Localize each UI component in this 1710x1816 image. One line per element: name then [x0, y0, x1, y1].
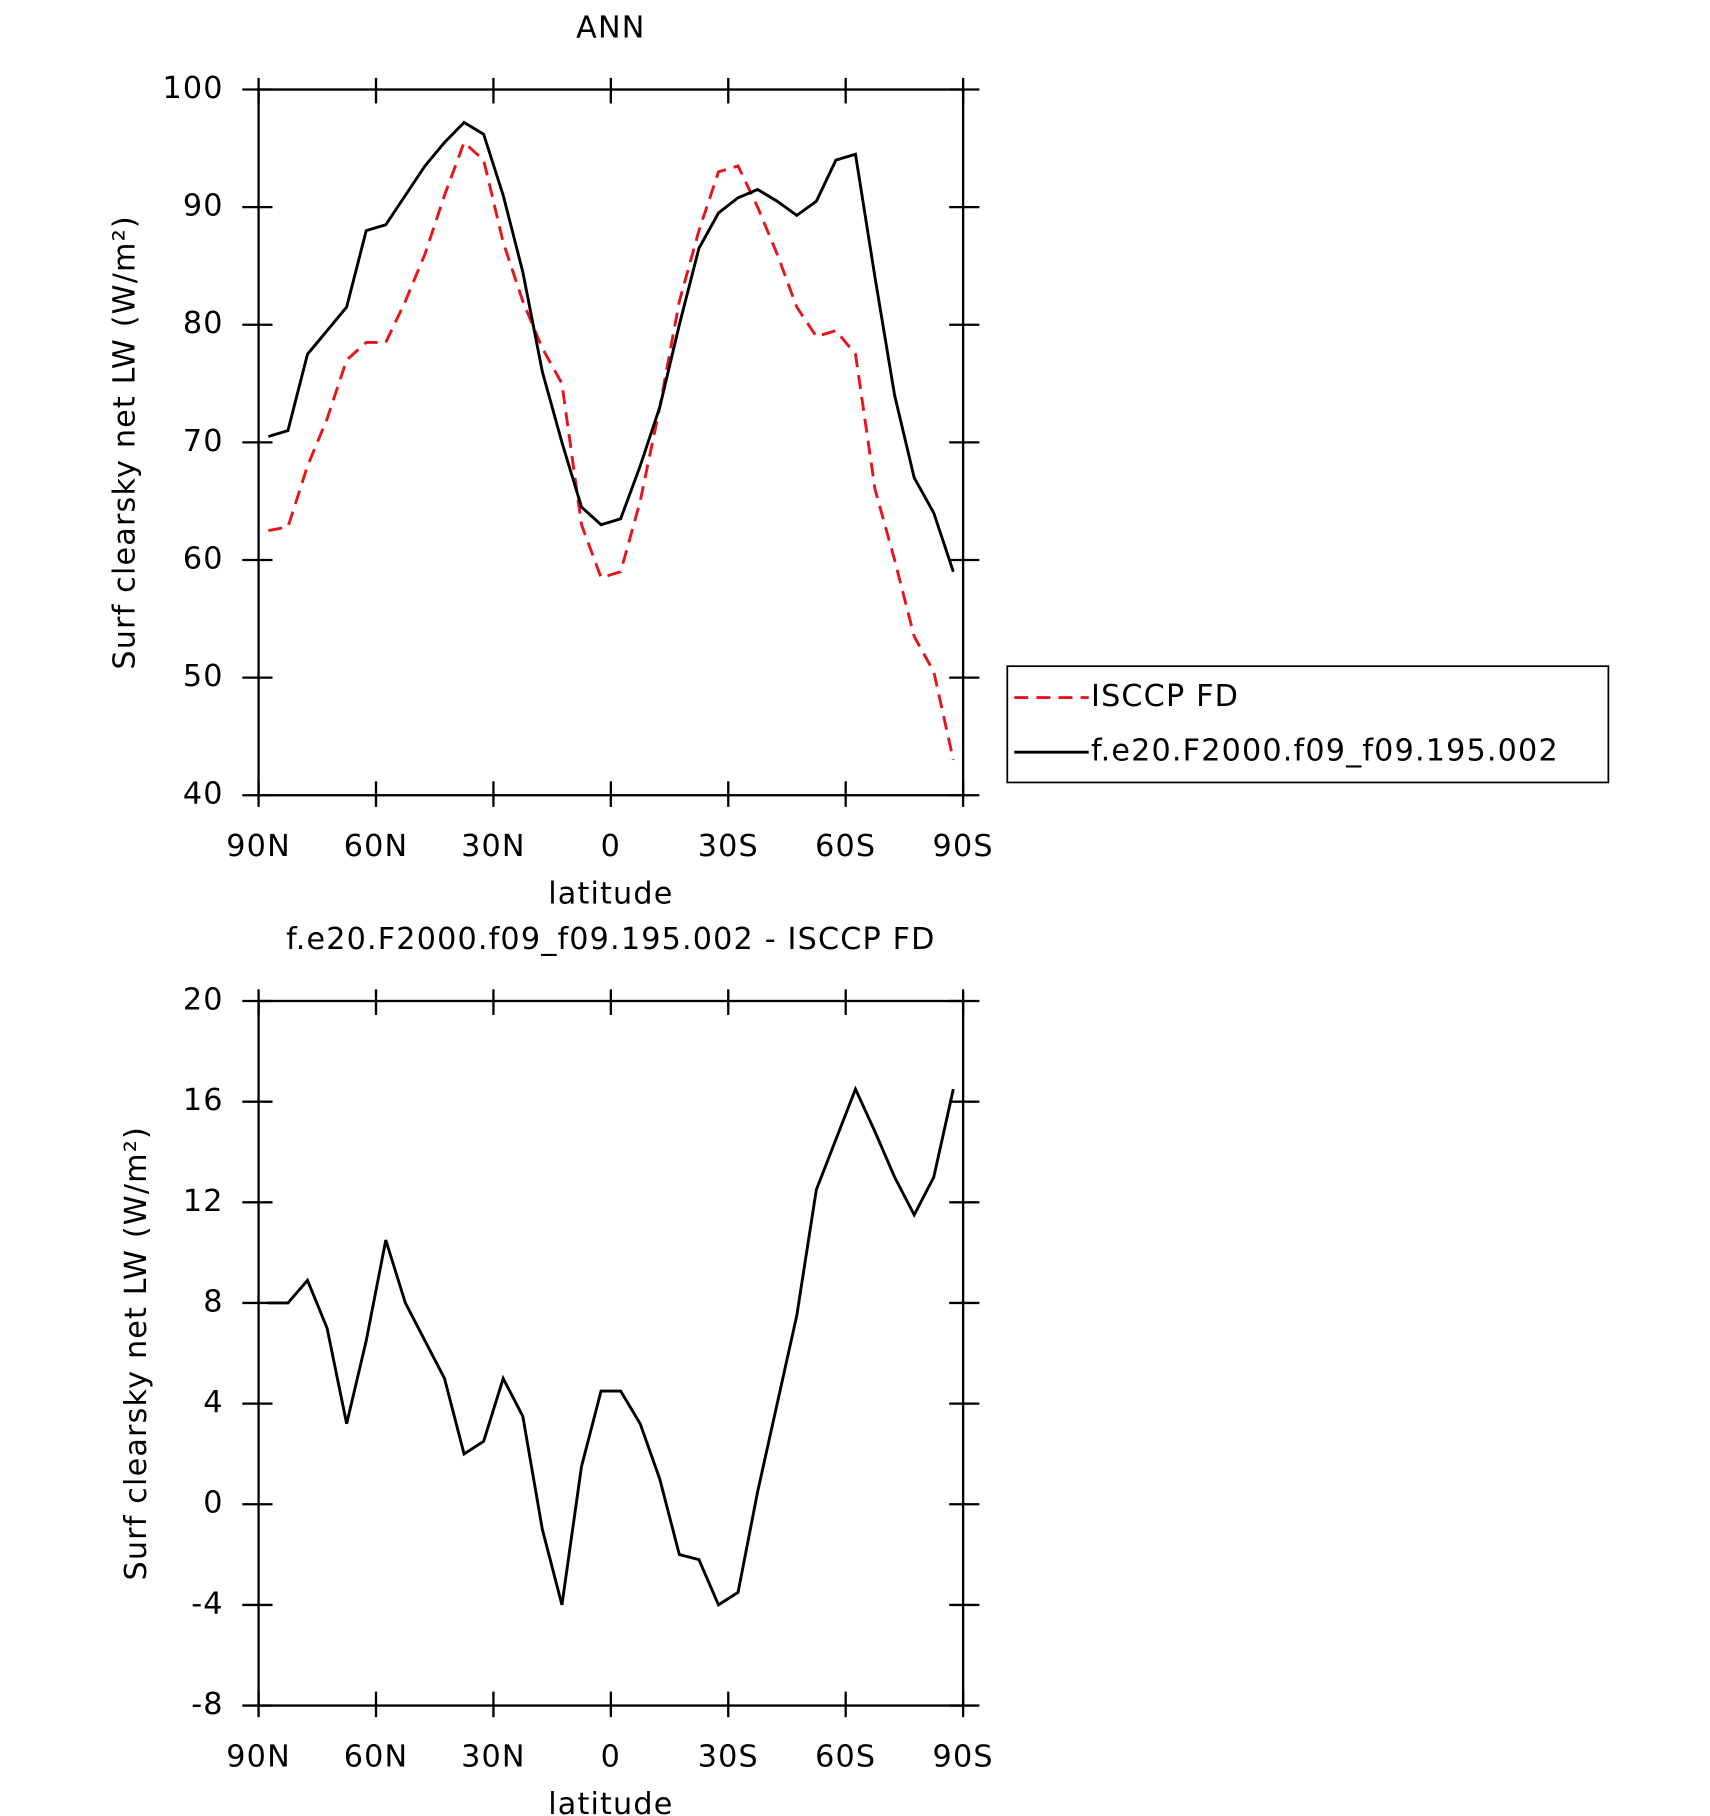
y-tick-label: 12: [183, 1184, 224, 1219]
x-tick-label: 60S: [815, 829, 876, 864]
x-tick-label: 30S: [698, 829, 759, 864]
chart-title: ANN: [576, 11, 645, 46]
y-tick-label: 0: [203, 1486, 223, 1521]
plot-frame: [257, 88, 965, 797]
y-tick-label: 90: [183, 189, 224, 224]
x-tick-label: 90N: [226, 1739, 291, 1774]
y-tick-label: 4: [203, 1385, 223, 1420]
y-axis-label: Surf clearsky net LW (W/m²): [108, 215, 143, 670]
x-tick-label: 0: [601, 1739, 621, 1774]
x-tick-label: 30N: [461, 1739, 526, 1774]
x-tick-label: 90N: [226, 829, 291, 864]
y-tick-label: 70: [183, 424, 224, 459]
y-axis-label: Surf clearsky net LW (W/m²): [119, 1126, 154, 1581]
x-tick-label: 90S: [933, 829, 994, 864]
x-tick-label: 30N: [461, 829, 526, 864]
legend-label: f.e20.F2000.f09_f09.195.002: [1091, 734, 1559, 769]
x-tick-label: 60N: [344, 829, 409, 864]
x-axis-label: latitude: [548, 877, 673, 912]
y-tick-label: -8: [191, 1687, 223, 1722]
y-tick-label: -4: [191, 1586, 223, 1621]
y-tick-label: 100: [163, 71, 224, 106]
data-line: [267, 120, 955, 573]
x-axis-label: latitude: [548, 1787, 673, 1816]
y-tick-label: 50: [183, 659, 224, 694]
x-tick-label: 90S: [933, 1739, 994, 1774]
data-line: [268, 1085, 955, 1608]
x-tick-label: 60N: [344, 1739, 409, 1774]
legend-box: [1006, 665, 1610, 784]
x-tick-label: 30S: [698, 1739, 759, 1774]
y-tick-label: 60: [183, 541, 224, 576]
y-tick-label: 16: [183, 1083, 224, 1118]
y-tick-label: 80: [183, 306, 224, 341]
data-line: [268, 139, 955, 761]
y-tick-label: 20: [183, 983, 224, 1018]
y-tick-label: 8: [203, 1284, 223, 1319]
y-tick-label: 40: [183, 777, 224, 812]
x-tick-label: 60S: [815, 1739, 876, 1774]
legend-label: ISCCP FD: [1091, 679, 1239, 714]
chart-title: f.e20.F2000.f09_f09.195.002 - ISCCP FD: [286, 922, 936, 957]
x-tick-label: 0: [601, 829, 621, 864]
